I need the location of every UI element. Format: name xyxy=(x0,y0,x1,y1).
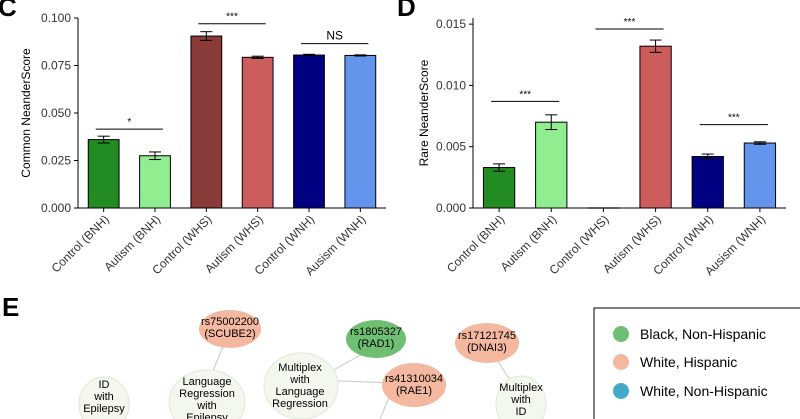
legend: Black, Non-Hispanic White, Hispanic Whit… xyxy=(593,307,800,419)
y-tick-label: 0.100 xyxy=(41,11,71,25)
legend-label-0: Black, Non-Hispanic xyxy=(640,326,766,342)
y-tick-label: 0.010 xyxy=(436,78,466,92)
bar xyxy=(87,139,120,209)
legend-swatch-2 xyxy=(613,383,629,399)
chart-rare-neanderscore: 0.000 0.005 0.010 0.015 Rare NeanderScore Con… xyxy=(417,17,786,278)
y-tick-label: 0.000 xyxy=(436,201,466,215)
bar xyxy=(743,142,777,209)
node-ellipse-n3[interactable] xyxy=(455,323,519,363)
node-label-n1: rs75002200 (SCUBE2) xyxy=(201,316,259,340)
bar xyxy=(639,45,672,209)
node-ellipse-n2[interactable] xyxy=(346,320,406,358)
node-label-n3: rs17121745 (DNAI3) xyxy=(458,330,516,354)
legend-swatch-0 xyxy=(613,326,629,342)
legend-swatch-1 xyxy=(613,354,629,370)
bar xyxy=(344,54,377,209)
bar xyxy=(535,121,568,209)
significance-label: *** xyxy=(226,12,238,23)
bar xyxy=(139,155,171,209)
panel-label-c: C xyxy=(0,0,17,22)
node-label-n2: rs1805327 (RAD1) xyxy=(350,326,402,350)
x-tick-label: Control (BNH) xyxy=(444,212,507,275)
significance-label: * xyxy=(127,117,131,128)
network-diagram: rs75002200 (SCUBE2) rs1805327 (RAD1) rs17121… xyxy=(78,307,800,419)
significance-label: *** xyxy=(728,113,740,124)
node-label-n7: Multiplex with Language Regression xyxy=(272,362,328,410)
bar xyxy=(482,167,516,209)
legend-label-1: White, Hispanic xyxy=(640,354,737,370)
node-label-n6: Language Regression with Epilepsy xyxy=(179,376,235,419)
panel-label-e: E xyxy=(2,292,19,322)
node-label-n4: rs41310034 (RAE1) xyxy=(385,373,443,397)
node-ellipse-n5[interactable] xyxy=(78,376,130,419)
node-ellipse-n1[interactable] xyxy=(199,310,261,348)
node-label-n5: ID with Epilepsy xyxy=(83,379,125,415)
bar xyxy=(190,35,223,209)
y-tick-label: 0.000 xyxy=(41,201,71,215)
node-ellipse-n4[interactable] xyxy=(382,363,446,407)
node-ellipse-n6[interactable] xyxy=(168,369,246,419)
y-tick-label: 0.075 xyxy=(41,59,71,73)
bar xyxy=(691,156,724,209)
node-label-n8: Multiplex with ID xyxy=(499,382,543,418)
panel-label-d: D xyxy=(397,0,416,22)
bar xyxy=(293,54,325,209)
y-tick-label: 0.025 xyxy=(41,154,71,168)
node-ellipse-n8[interactable] xyxy=(495,375,547,419)
y-axis-label: Common NeanderScore xyxy=(19,48,33,178)
significance-label: *** xyxy=(519,89,531,100)
node-labels: rs75002200 (SCUBE2) rs1805327 (RAD1) rs17121… xyxy=(83,316,543,419)
significance-label: NS xyxy=(326,29,343,43)
y-axis-label: Rare NeanderScore xyxy=(417,59,431,166)
bar xyxy=(241,56,274,209)
chart-common-neanderscore: 0.000 0.025 0.050 0.075 0.100 Common NeanderS… xyxy=(19,11,386,278)
significance-label: *** xyxy=(624,17,636,28)
y-tick-label: 0.050 xyxy=(41,106,71,120)
legend-label-2: White, Non-Hispanic xyxy=(640,383,768,399)
y-tick-label: 0.005 xyxy=(436,140,466,154)
node-ellipse-n7[interactable] xyxy=(263,352,339,419)
y-tick-label: 0.015 xyxy=(436,17,466,31)
